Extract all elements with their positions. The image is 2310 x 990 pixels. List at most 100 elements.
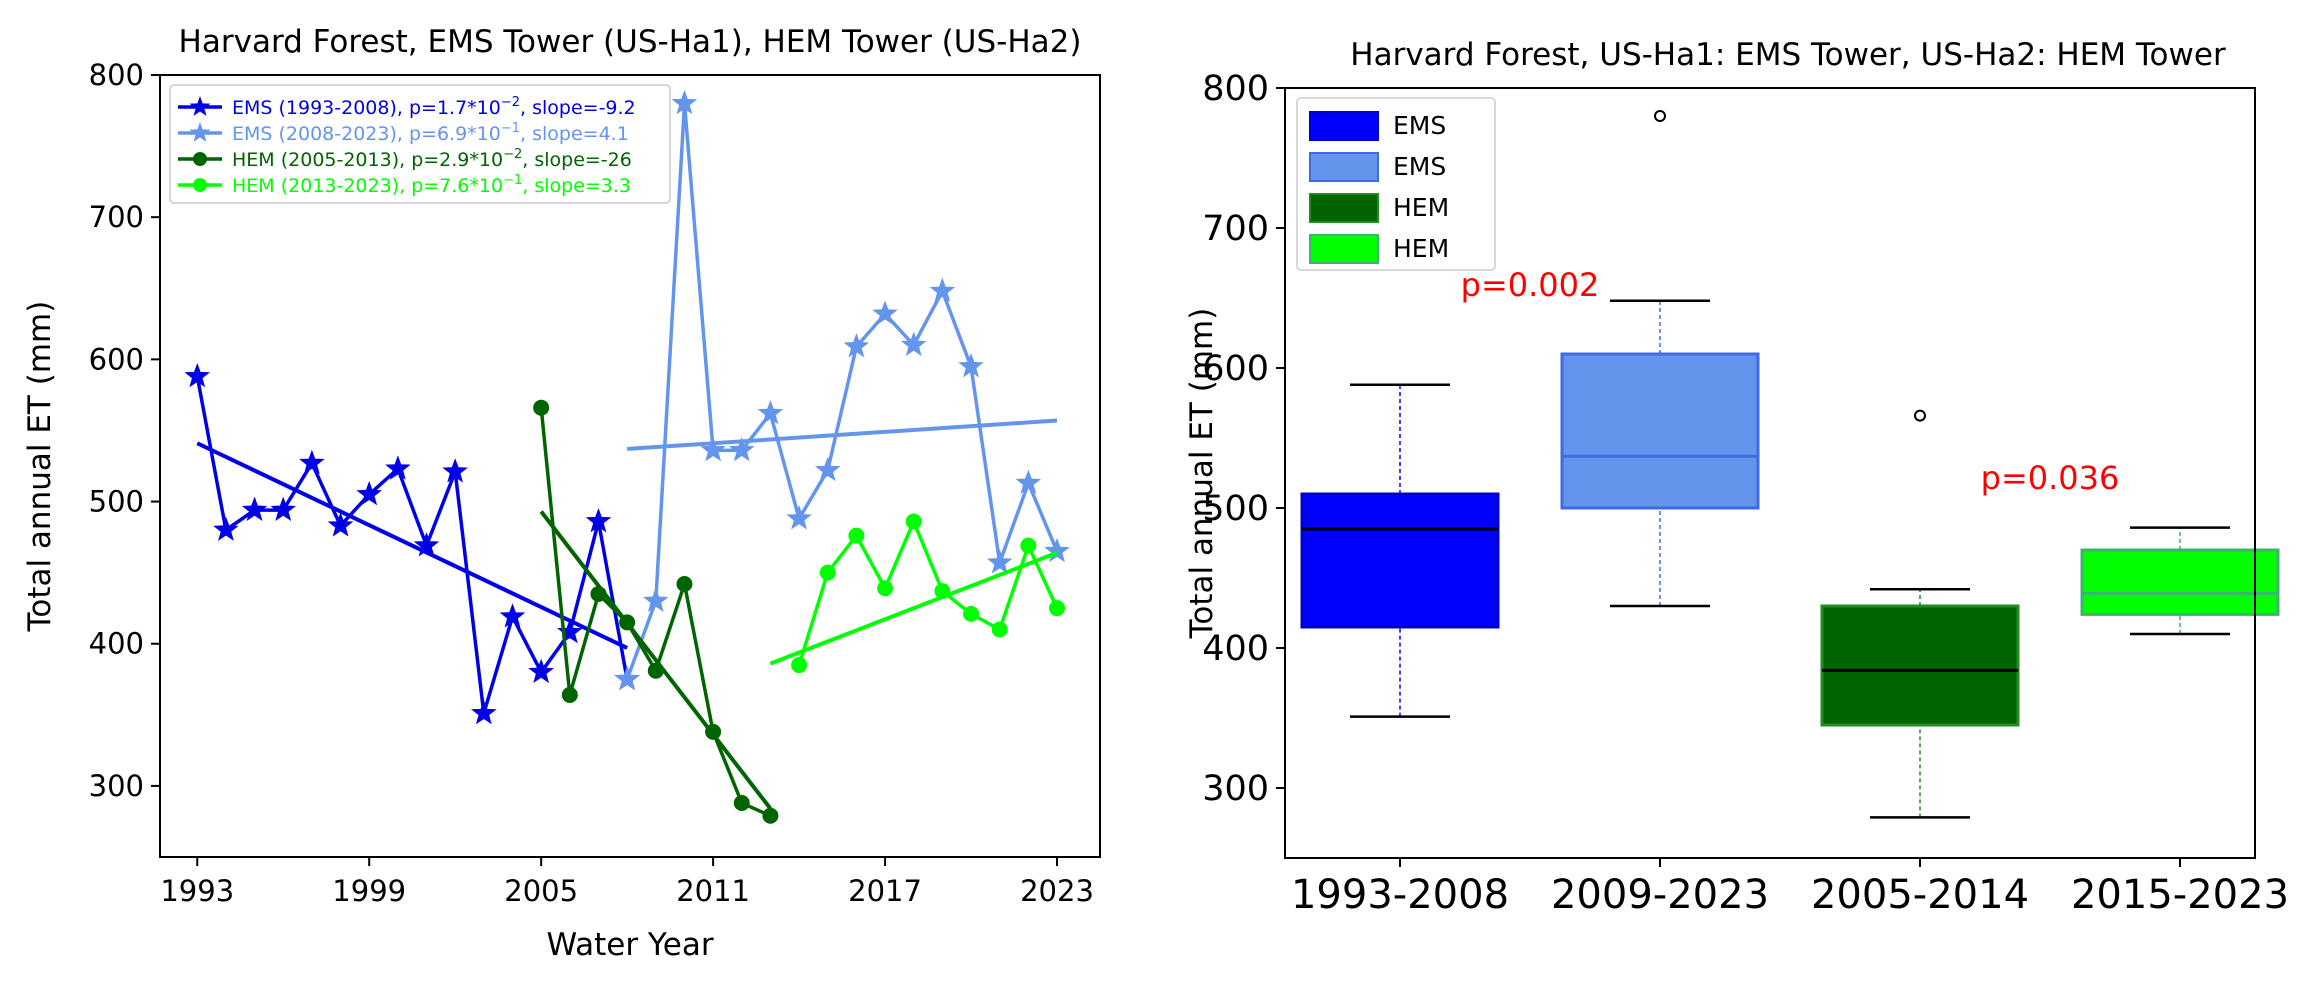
data-point	[327, 512, 354, 537]
y-tick-label: 300	[1202, 769, 1269, 809]
data-point	[934, 583, 951, 600]
trend-line	[627, 418, 1058, 451]
p-value-annotation: p=0.002	[1461, 266, 1600, 304]
outlier-point	[1914, 409, 1926, 422]
legend-label: EMS	[1393, 152, 1446, 181]
legend-item: HEM (2005-2013), p=2.9*10−2, slope=-26	[178, 147, 632, 171]
box-chart-annotations: p=0.002 p=0.036	[1461, 266, 2120, 497]
data-point	[905, 513, 922, 530]
x-tick-label: 1993	[160, 874, 234, 908]
legend-box	[169, 84, 671, 204]
data-point	[270, 496, 296, 521]
x-tick-label: 2009-2023	[1551, 872, 1769, 918]
legend-label-exponent: −1	[501, 121, 520, 136]
y-tick-label: 300	[89, 769, 144, 803]
x-tick-label: 2005-2014	[1811, 872, 2029, 918]
data-point	[647, 662, 664, 679]
legend-label-suffix: , slope=-9.2	[520, 97, 636, 119]
x-tick-label: 2015-2023	[2071, 872, 2289, 918]
box-body	[1300, 492, 1500, 629]
data-point	[786, 505, 812, 530]
data-point	[299, 449, 325, 475]
box-1	[1300, 383, 1500, 718]
x-tick-label: 2011	[676, 874, 750, 908]
box-body	[1560, 352, 1760, 510]
data-point	[471, 699, 497, 725]
box-body	[1820, 604, 2020, 727]
y-tick-label: 800	[1202, 69, 1269, 109]
box-chart-y-label: Total annual ET (mm)	[1184, 308, 1220, 640]
data-point	[385, 455, 411, 480]
y-tick-label: 700	[89, 200, 144, 234]
data-point	[619, 614, 636, 631]
data-point	[958, 353, 984, 378]
data-point	[533, 399, 550, 416]
legend-label-text: HEM (2013-2023), p=7.6*10	[232, 175, 503, 197]
data-point	[733, 794, 750, 811]
data-point	[757, 399, 784, 425]
legend-marker	[193, 152, 207, 166]
data-point	[213, 516, 239, 541]
data-point	[729, 436, 755, 462]
box-chart-frame	[1284, 87, 2256, 859]
box-4	[2080, 526, 2280, 636]
data-point	[986, 549, 1013, 574]
legend-label-text: HEM (2005-2013), p=2.9*10	[232, 149, 503, 171]
line-chart-y-label: Total annual ET (mm)	[22, 301, 58, 633]
x-tick-label: 2005	[504, 874, 578, 908]
y-tick-label: 500	[89, 485, 144, 519]
legend-label-suffix: , slope=3.3	[522, 175, 631, 197]
y-tick-label: 800	[89, 58, 144, 92]
legend-label-suffix: , slope=4.1	[520, 123, 629, 145]
data-point	[872, 300, 898, 325]
legend-item: HEM	[1309, 234, 1449, 264]
data-point	[241, 496, 268, 521]
legend-label: HEM (2005-2013), p=2.9*10−2, slope=-26	[232, 147, 632, 171]
data-point	[413, 532, 440, 557]
data-point	[877, 580, 894, 597]
data-point	[528, 658, 554, 684]
data-point	[900, 331, 927, 357]
x-tick-label: 1999	[332, 874, 406, 908]
x-tick-label: 2023	[1020, 874, 1094, 908]
legend-marker	[193, 178, 207, 192]
data-point	[561, 686, 578, 703]
data-point	[991, 621, 1008, 638]
legend-label: HEM	[1393, 234, 1449, 263]
series-line	[195, 376, 629, 716]
series-line	[797, 519, 1059, 666]
data-point	[614, 665, 640, 691]
legend-item: EMS	[1309, 111, 1446, 141]
data-point	[557, 618, 583, 644]
trend-line	[196, 441, 628, 650]
data-point	[643, 587, 669, 612]
data-point	[585, 508, 612, 533]
line-chart-x-axis: 1993 1999 2005 2011 2017 2023	[160, 857, 1094, 908]
legend-item: HEM	[1309, 193, 1449, 223]
box-chart-legend: EMS EMS HEM HEM	[1296, 97, 1496, 271]
legend-swatch	[1309, 234, 1379, 264]
legend-label-text: EMS (2008-2023), p=6.9*10	[232, 123, 501, 145]
data-point	[671, 89, 698, 115]
y-tick-label: 600	[89, 342, 144, 376]
legend-swatch	[1309, 111, 1379, 141]
y-tick-label: 600	[1202, 349, 1269, 389]
legend-item: EMS (1993-2008), p=1.7*10−2, slope=-9.2	[178, 95, 636, 119]
line-chart-frame	[159, 74, 1101, 858]
data-point	[814, 456, 841, 482]
legend-item: EMS (2008-2023), p=6.9*10−1, slope=4.1	[178, 121, 629, 145]
data-point	[442, 458, 468, 483]
y-tick-label: 400	[89, 627, 144, 661]
data-point	[819, 564, 836, 581]
x-tick-label: 2017	[848, 874, 922, 908]
y-tick-label: 500	[1202, 489, 1269, 529]
box-2	[1560, 110, 1760, 608]
legend-label: EMS (2008-2023), p=6.9*10−1, slope=4.1	[232, 121, 629, 145]
data-point	[184, 362, 211, 388]
line-chart-panel: Harvard Forest, EMS Tower (US-Ha1), HEM …	[22, 24, 1101, 963]
data-point	[499, 603, 526, 628]
data-point	[1044, 537, 1070, 563]
line-chart-legend: EMS (1993-2008), p=1.7*10−2, slope=-9.2E…	[169, 84, 671, 204]
series-2	[614, 89, 1070, 691]
legend-item: HEM (2013-2023), p=7.6*10−1, slope=3.3	[178, 173, 631, 197]
